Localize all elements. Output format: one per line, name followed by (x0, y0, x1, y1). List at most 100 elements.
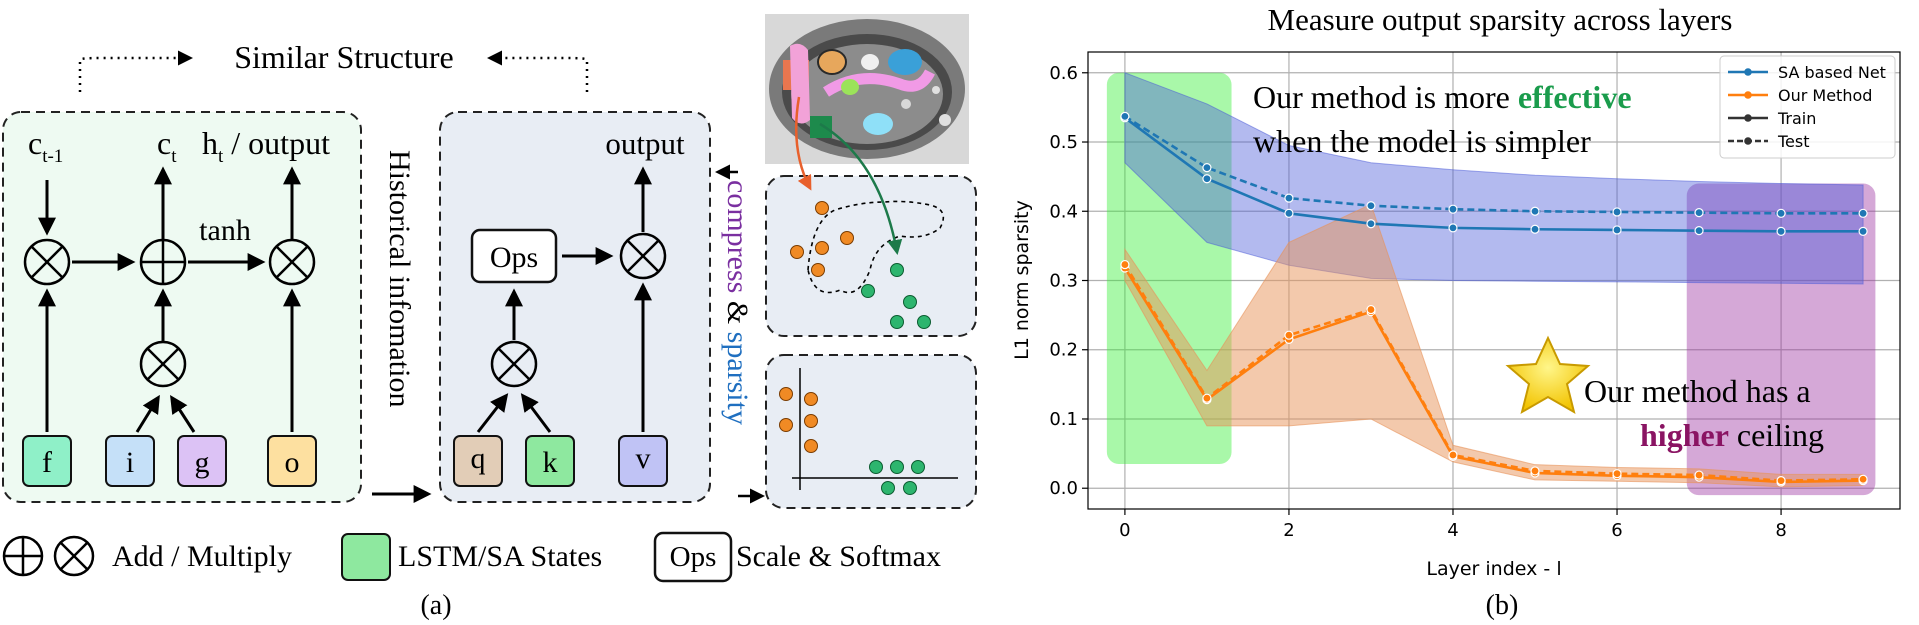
x-tick-label: 2 (1283, 520, 1294, 541)
lstm-gate-f: f (22, 435, 72, 487)
point-our-method-test (1612, 469, 1622, 479)
svg-text:f: f (42, 446, 52, 479)
point-sa-based-net-train (1366, 219, 1376, 229)
chart-lines (1120, 111, 1868, 487)
x-axis-label: Layer index - l (1426, 558, 1561, 580)
lstm-ht-label: ht / output (202, 125, 330, 167)
line-our-method-train (1123, 267, 1864, 484)
y-axis-label: L1 norm sparsity (1011, 200, 1033, 360)
legend-marker (1744, 114, 1752, 122)
lstm-gate-i: i (105, 435, 155, 487)
point-sa-based-net-test (1776, 208, 1786, 218)
sa-input-v: v (618, 435, 668, 487)
y-tick-label: 0.5 (1049, 132, 1078, 153)
panel-b: Measure output sparsity across layers 0 2… (1011, 2, 1901, 621)
point-sa-based-net-test (1120, 111, 1130, 121)
x-tick-label: 6 (1611, 520, 1622, 541)
cluster-boundary (807, 200, 945, 294)
sparse-orange-points (779, 387, 818, 453)
point-our-method-test (1448, 450, 1458, 460)
point-sa-based-net-test (1448, 204, 1458, 214)
cluster-box (765, 175, 977, 337)
point-sa-based-net-test (1694, 208, 1704, 218)
svg-text:o: o (285, 446, 300, 479)
lstm-gate-g: g (177, 435, 227, 487)
legend-scale-softmax-label: Scale & Softmax (736, 540, 941, 573)
cluster-orange-points (790, 201, 854, 277)
lstm-tanh-label: tanh (199, 214, 251, 247)
sa-ops-box: Ops (470, 228, 558, 284)
x-tick-label: 4 (1447, 520, 1458, 541)
point-sa-based-net-test (1202, 163, 1212, 173)
lstm-c-prev-label: ct-1 (28, 125, 63, 167)
point-our-method-test (1530, 466, 1540, 476)
lstm-arrow-i (135, 394, 160, 433)
point-our-method-test (1776, 476, 1786, 486)
point-sa-based-net-train (1202, 174, 1212, 184)
y-tick-label: 0.6 (1049, 63, 1078, 84)
lstm-multiply-forget (23, 238, 71, 286)
y-tick-label: 0.1 (1049, 409, 1078, 430)
legend-marker (1744, 68, 1752, 76)
caption-b: (b) (1486, 590, 1519, 621)
lstm-arrow-g (170, 394, 196, 433)
point-sa-based-net-train (1448, 223, 1458, 233)
point-sa-based-net-test (1612, 207, 1622, 217)
sa-multiply-out (619, 232, 667, 280)
chart-title: Measure output sparsity across layers (1268, 2, 1733, 37)
legend-states-label: LSTM/SA States (398, 540, 602, 573)
similar-structure-label: Similar Structure (234, 39, 454, 75)
svg-text:i: i (126, 446, 134, 479)
point-sa-based-net-test (1366, 201, 1376, 211)
star-icon (1505, 335, 1591, 415)
point-our-method-test (1284, 330, 1294, 340)
compress-sparsity-label: compress & sparsity (721, 180, 754, 425)
legend-add-multiply-label: Add / Multiply (112, 540, 292, 573)
y-tick-label: 0.0 (1049, 478, 1078, 499)
point-our-method-test (1366, 304, 1376, 315)
x-tick-label: 0 (1119, 520, 1130, 541)
point-sa-based-net-train (1612, 225, 1622, 235)
sa-input-q: q (453, 435, 503, 487)
lstm-multiply-output (268, 238, 316, 286)
legend-label: Train (1777, 109, 1816, 128)
legend-ops-box: Ops (653, 531, 733, 583)
point-sa-based-net-test (1284, 193, 1294, 203)
legend-states-swatch (341, 533, 391, 581)
legend-multiply-icon (53, 535, 95, 577)
cluster-green-points (861, 263, 931, 329)
sa-input-k: k (525, 435, 575, 487)
panel-a: Similar Structure ct-1 ct ht / output ta… (2, 14, 977, 621)
line-sa-based-net-train (1124, 116, 1864, 233)
ct-scan-image (765, 14, 969, 164)
lstm-ct-label: ct (157, 125, 177, 167)
lstm-gate-o: o (267, 435, 317, 487)
annotation-ceiling-1: Our method has a (1584, 373, 1811, 409)
legend-marker (1744, 137, 1752, 145)
legend-label: SA based Net (1778, 63, 1886, 82)
similar-left-arrow (78, 50, 193, 92)
svg-text:g: g (195, 446, 210, 479)
lstm-box (2, 111, 362, 503)
historical-info-label: Historical infomation (383, 150, 416, 407)
sa-multiply-qk (490, 340, 538, 388)
chart-legend: SA based Net Our Method Train Test (1719, 55, 1896, 159)
band-our-method (1124, 203, 1864, 488)
annotation-effective-1: Our method is more effective (1253, 79, 1632, 115)
legend-label: Test (1777, 132, 1810, 151)
sa-arrow-k (520, 393, 552, 433)
annotation-effective-2: when the model is simpler (1253, 123, 1591, 159)
point-our-method-test (1694, 470, 1704, 480)
lstm-add-cell (139, 238, 187, 286)
sa-output-label: output (605, 126, 685, 161)
point-sa-based-net-train (1858, 226, 1868, 236)
similar-right-arrow (487, 50, 589, 92)
y-tick-label: 0.2 (1049, 340, 1078, 361)
legend-marker (1744, 91, 1752, 99)
chart-highlights (1106, 72, 1876, 496)
lstm-multiply-input (139, 340, 187, 388)
point-sa-based-net-train (1530, 224, 1540, 234)
svg-text:Ops: Ops (670, 541, 717, 573)
point-sa-based-net-train (1284, 208, 1294, 218)
svg-text:Ops: Ops (490, 241, 538, 274)
